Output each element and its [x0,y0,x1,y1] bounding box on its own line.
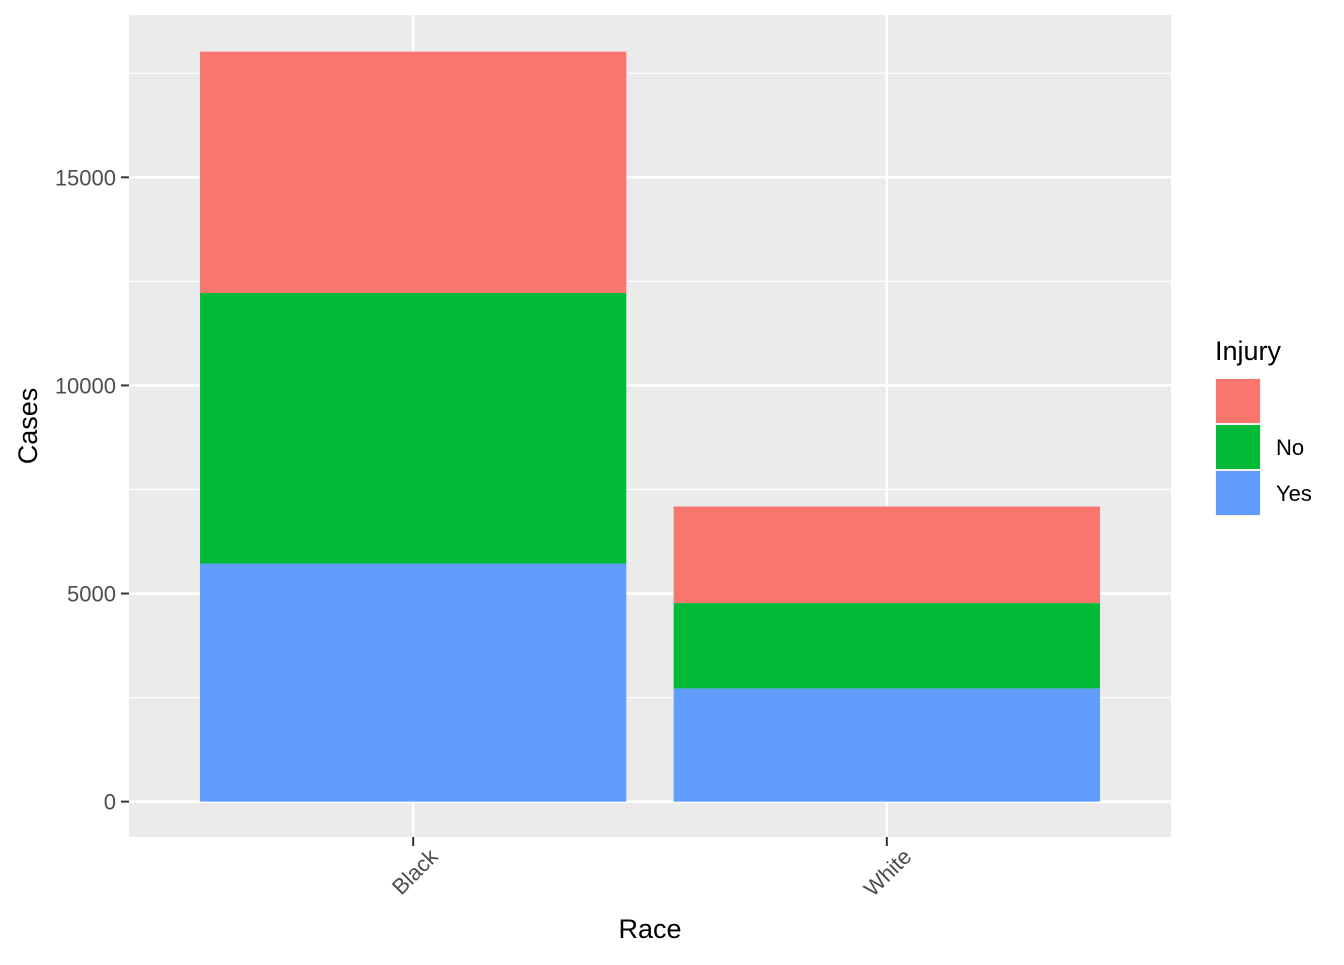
y-tick-label: 5000 [67,582,116,607]
x-tick-label: White [859,844,916,901]
legend: Injury No Yes [1215,336,1312,516]
bar-black-no [200,293,627,564]
legend-key-no [1216,425,1260,469]
bar-black-yes [200,563,627,802]
bar-white-no [673,603,1100,689]
legend-label-no: No [1276,435,1304,460]
y-tick-label: 10000 [55,373,116,398]
y-axis-title: Cases [13,388,43,465]
x-axis-title: Race [618,914,681,944]
legend-items: No Yes [1215,378,1312,516]
legend-key-blank [1216,379,1260,423]
bar-black-blank [200,51,627,294]
y-tick-label: 15000 [55,165,116,190]
bars [200,51,1100,802]
legend-title: Injury [1215,336,1282,366]
legend-label-yes: Yes [1276,481,1312,506]
x-tick-label: Black [387,843,443,899]
legend-key-yes [1216,471,1260,515]
y-tick-label: 0 [104,790,116,815]
bar-white-yes [673,688,1100,802]
bar-white-blank [673,506,1100,604]
